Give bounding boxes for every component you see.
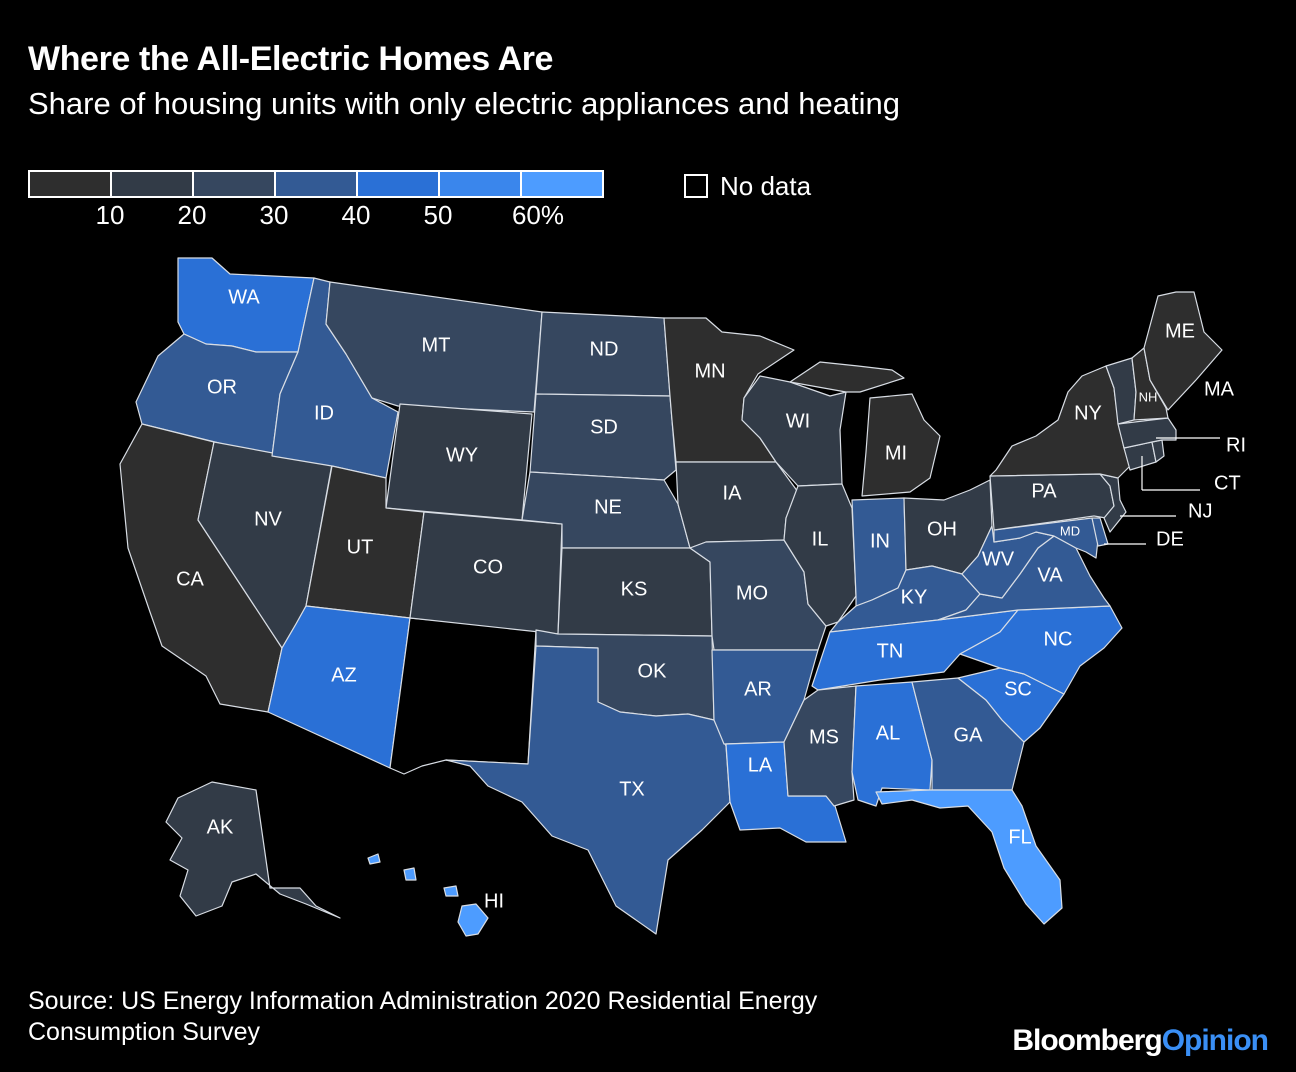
legend-swatch <box>194 172 276 196</box>
legend-swatch <box>30 172 112 196</box>
state-label-co: CO <box>473 556 503 578</box>
chart-subtitle: Share of housing units with only electri… <box>28 86 900 121</box>
legend-tick-label: 30 <box>259 200 289 230</box>
legend-swatch <box>112 172 194 196</box>
state-label-id: ID <box>314 402 334 424</box>
state-label-ne: NE <box>594 496 622 518</box>
state-nm <box>389 617 537 775</box>
state-label-va: VA <box>1037 564 1063 586</box>
legend-color-bar <box>28 170 604 198</box>
state-label-tx: TX <box>619 778 645 800</box>
state-label-hi: HI <box>484 890 504 912</box>
state-label-ct: CT <box>1214 472 1241 494</box>
state-label-mt: MT <box>422 334 451 356</box>
state-label-me: ME <box>1165 320 1195 342</box>
source-note: Source: US Energy Information Administra… <box>28 987 818 1046</box>
state-label-ut: UT <box>347 536 374 558</box>
state-fl <box>875 789 1063 925</box>
state-label-wv: WV <box>982 548 1015 570</box>
no-data-swatch <box>684 174 708 198</box>
state-label-mi: MI <box>885 442 907 464</box>
state-label-ks: KS <box>621 578 648 600</box>
brand-logo: BloombergOpinion <box>1012 1024 1269 1058</box>
state-label-nc: NC <box>1044 628 1073 650</box>
state-label-mo: MO <box>736 582 768 604</box>
legend-tick-label: 20 <box>177 200 207 230</box>
state-label-sd: SD <box>590 416 618 438</box>
state-label-ms: MS <box>809 726 839 748</box>
state-label-in: IN <box>870 530 890 552</box>
state-ny <box>989 365 1131 479</box>
legend-swatch <box>358 172 440 196</box>
state-label-il: IL <box>812 528 829 550</box>
state-ms <box>783 685 857 807</box>
state-label-al: AL <box>876 722 900 744</box>
state-label-fl: FL <box>1008 826 1031 848</box>
state-label-ca: CA <box>176 568 204 590</box>
state-me <box>1143 291 1223 411</box>
state-nj <box>1099 473 1127 533</box>
color-legend: 10 20 30 40 50 60% <box>28 170 604 230</box>
legend-tick-label: 40 <box>341 200 371 230</box>
state-label-ar: AR <box>744 678 772 700</box>
state-label-ri: RI <box>1226 434 1246 456</box>
state-label-nv: NV <box>254 508 282 530</box>
brand-suffix: Opinion <box>1161 1024 1269 1057</box>
state-label-az: AZ <box>331 664 357 686</box>
state-label-md: MD <box>1060 523 1080 538</box>
state-label-de: DE <box>1156 528 1184 550</box>
state-label-ma: MA <box>1204 378 1235 400</box>
state-label-oh: OH <box>927 518 957 540</box>
state-label-pa: PA <box>1031 480 1057 502</box>
state-ak <box>165 781 341 919</box>
state-label-la: LA <box>748 754 773 776</box>
state-ia <box>675 461 799 549</box>
state-label-ny: NY <box>1074 402 1102 424</box>
state-label-or: OR <box>207 376 237 398</box>
state-label-mn: MN <box>694 360 725 382</box>
state-wi <box>741 375 847 487</box>
state-label-ok: OK <box>638 660 668 682</box>
legend-tick-label: 10 <box>95 200 125 230</box>
state-label-ky: KY <box>901 586 928 608</box>
state-tx <box>445 645 731 935</box>
legend-swatch <box>276 172 358 196</box>
brand-name: Bloomberg <box>1012 1024 1162 1057</box>
no-data-label: No data <box>720 170 812 201</box>
state-label-nj: NJ <box>1188 500 1212 522</box>
state-label-sc: SC <box>1004 678 1032 700</box>
state-label-ia: IA <box>723 482 743 504</box>
state-label-ak: AK <box>207 816 234 838</box>
state-mi <box>789 361 941 497</box>
state-label-ga: GA <box>954 724 984 746</box>
state-label-nd: ND <box>590 338 619 360</box>
state-ma <box>1117 417 1177 449</box>
state-hi <box>367 853 489 937</box>
no-data-legend: No data <box>684 170 812 201</box>
state-label-nh: NH <box>1139 389 1158 404</box>
legend-tick-label: 60% <box>511 200 565 230</box>
state-label-wy: WY <box>446 444 478 466</box>
state-il <box>783 483 857 627</box>
legend-swatch <box>440 172 522 196</box>
state-label-wa: WA <box>228 286 260 308</box>
legend-swatch <box>522 172 602 196</box>
state-label-wi: WI <box>786 410 810 432</box>
chart-title: Where the All-Electric Homes Are <box>28 40 554 78</box>
state-label-tn: TN <box>877 640 904 662</box>
legend-tick-label: 50 <box>423 200 453 230</box>
